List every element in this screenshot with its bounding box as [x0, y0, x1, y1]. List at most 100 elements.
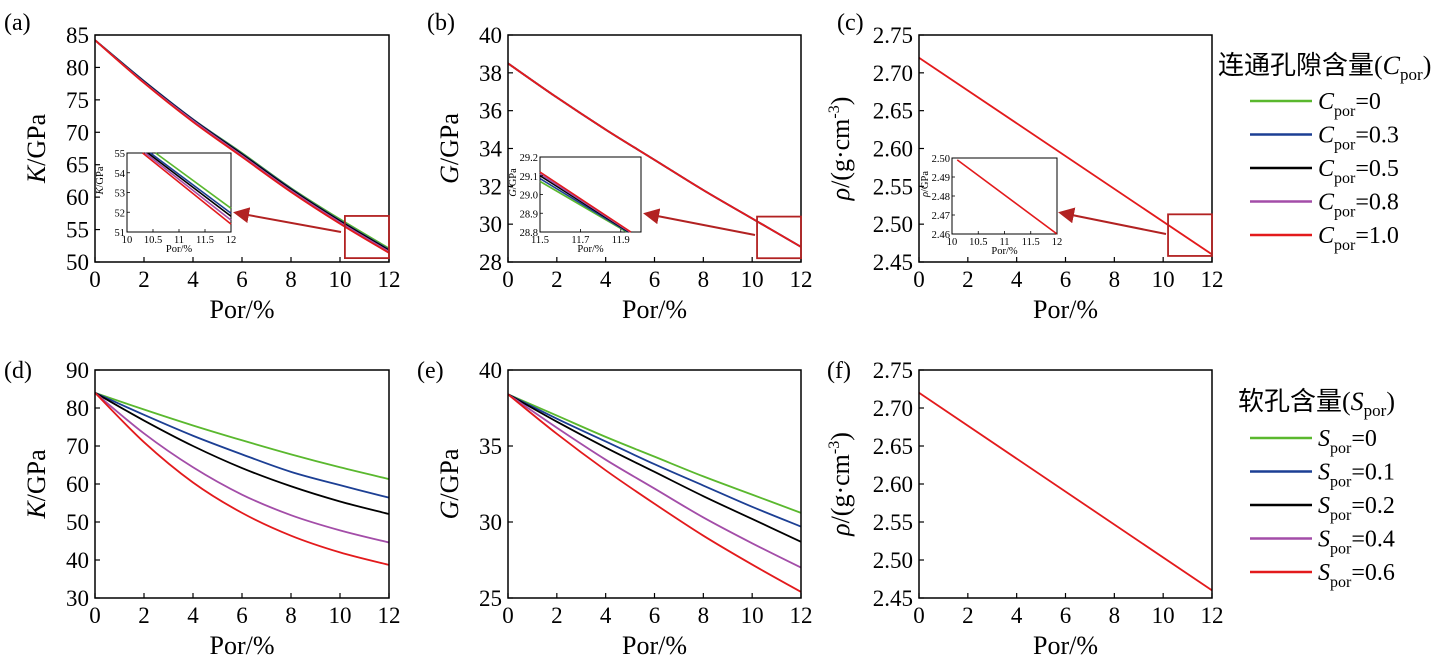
- y-tick-label: 60: [66, 472, 89, 497]
- inset-series-line: [155, 152, 232, 209]
- x-tick-label: 6: [236, 267, 248, 292]
- legend-label: Spor=0.1: [1318, 460, 1395, 491]
- inset-a: 10 10.5 11 11.5 12 51 52 53 54 55 Por/% K/GPa: [95, 149, 236, 255]
- x-tick-label: 8: [285, 267, 297, 292]
- inset-x-tick-label: 11: [174, 235, 184, 246]
- inset-series-line: [539, 180, 628, 233]
- y-tick-label: 2.45: [873, 586, 913, 611]
- zoom-arrow: [643, 208, 756, 236]
- x-tick-label: 0: [913, 603, 925, 628]
- y-tick-label: 2.60: [873, 472, 913, 497]
- x-tick-label: 6: [1060, 267, 1072, 292]
- y-tick-label: 2.55: [873, 174, 913, 199]
- inset-x-label: Por/%: [991, 246, 1018, 257]
- series-line: [94, 391, 390, 480]
- inset-y-label: G/GPa: [508, 168, 519, 197]
- legend-entry: Spor=0: [1250, 426, 1377, 457]
- x-axis-label: Por/%: [1033, 631, 1098, 660]
- y-tick-label: 40: [66, 548, 89, 573]
- inset-b: 11.5 11.7 11.9 28.8 28.9 29.0 29.1 29.2 Por/% G/G…: [508, 153, 642, 255]
- y-tick-label: 50: [66, 250, 89, 275]
- inset-x-tick-label: 10.5: [144, 235, 162, 246]
- y-axis-label: K/GPa: [22, 113, 51, 184]
- x-tick-label: 0: [502, 603, 514, 628]
- legend-label: Cpor=1.0: [1318, 223, 1399, 254]
- x-tick-label: 10: [1152, 267, 1175, 292]
- y-tick-label: 50: [66, 510, 89, 535]
- inset-x-tick-label: 10: [947, 237, 958, 248]
- x-tick-label: 2: [962, 267, 974, 292]
- y-tick-label: 2.55: [873, 510, 913, 535]
- legend-entry: Spor=0.2: [1250, 493, 1395, 524]
- series-line: [94, 391, 390, 499]
- y-tick-label: 2.65: [873, 434, 913, 459]
- legend-entry: Cpor=0: [1250, 89, 1381, 120]
- series-group: [918, 56, 1213, 256]
- inset-series-line: [144, 152, 232, 221]
- y-tick-label: 70: [66, 120, 89, 145]
- series-line: [507, 393, 802, 593]
- inset-series-line: [539, 171, 632, 233]
- inset-x-tick-label: 11.7: [571, 235, 589, 246]
- legend-top-title: 连通孔隙含量(Cpor): [1218, 51, 1431, 84]
- y-tick-label: 65: [66, 153, 89, 178]
- x-tick-label: 12: [378, 267, 401, 292]
- legend-entry: Spor=0.6: [1250, 560, 1395, 591]
- zoom-box: [1167, 213, 1213, 257]
- legend-bottom: 软孔含量(Spor) Spor=0Spor=0.1Spor=0.2Spor=0.…: [1238, 387, 1395, 591]
- x-tick-label: 10: [1152, 603, 1175, 628]
- inset-series-line: [149, 152, 232, 214]
- y-axis-label: G/GPa: [435, 113, 464, 184]
- panel-label: (d): [4, 358, 32, 384]
- y-tick-label: 2.45: [873, 250, 913, 275]
- x-axis-label: Por/%: [210, 631, 275, 660]
- y-tick-label: 90: [66, 358, 89, 383]
- panel-label: (a): [4, 10, 31, 36]
- x-tick-label: 8: [1109, 603, 1121, 628]
- inset-series-line: [539, 177, 629, 233]
- x-tick-label: 0: [89, 603, 101, 628]
- x-tick-label: 12: [790, 267, 813, 292]
- x-tick-label: 12: [790, 603, 813, 628]
- x-tick-label: 0: [502, 267, 514, 292]
- series-group: [918, 392, 1213, 592]
- x-tick-label: 2: [551, 267, 563, 292]
- y-tick-label: 80: [66, 396, 89, 421]
- panel-c: (c) 0 2 4 6 8 10 12 2.45 2.50 2.55 2.60 2.65 2.70 2.75…: [826, 10, 1224, 324]
- legend-entry: Cpor=0.3: [1250, 123, 1399, 154]
- y-tick-label: 38: [479, 61, 502, 86]
- legend-entry: Spor=0.1: [1250, 460, 1395, 491]
- inset-y-label: K/GPa: [95, 166, 106, 195]
- series-line: [507, 393, 802, 514]
- series-group: [94, 391, 390, 566]
- panel-label: (e): [417, 358, 444, 384]
- y-tick-label: 40: [479, 23, 502, 48]
- inset-y-tick-label: 29.0: [520, 191, 538, 202]
- y-tick-label: 30: [66, 586, 89, 611]
- inset-x-tick-label: 11.5: [531, 235, 549, 246]
- legend-label: Spor=0.2: [1318, 493, 1395, 524]
- legend-label: Cpor=0.8: [1318, 190, 1399, 221]
- x-tick-label: 6: [1060, 603, 1072, 628]
- inset-y-tick-label: 2.50: [932, 154, 950, 165]
- y-tick-label: 2.70: [873, 396, 913, 421]
- x-tick-label: 6: [649, 603, 661, 628]
- series-group: [94, 39, 390, 254]
- legend-top: 连通孔隙含量(Cpor) Cpor=0Cpor=0.3Cpor=0.5Cpor=…: [1218, 51, 1431, 254]
- y-tick-label: 2.65: [873, 99, 913, 124]
- inset-x-label: Por/%: [166, 244, 193, 255]
- panel-label: (c): [837, 10, 864, 36]
- series-line: [94, 392, 390, 515]
- series-line: [918, 392, 1213, 592]
- legend-label: Spor=0.6: [1318, 560, 1395, 591]
- legend-label: Spor=0: [1318, 426, 1377, 457]
- inset-y-tick-label: 2.48: [932, 192, 950, 203]
- y-tick-label: 30: [479, 510, 502, 535]
- panel-d: (d) 0 2 4 6 8 10 12 30 40 50 60 70 80 90 Por/% K/GPa: [4, 358, 401, 660]
- x-tick-label: 12: [1201, 603, 1224, 628]
- x-tick-label: 10: [741, 267, 764, 292]
- x-tick-label: 8: [698, 267, 710, 292]
- legend-entry: Spor=0.4: [1250, 527, 1395, 558]
- inset-x-tick-label: 11.5: [196, 235, 214, 246]
